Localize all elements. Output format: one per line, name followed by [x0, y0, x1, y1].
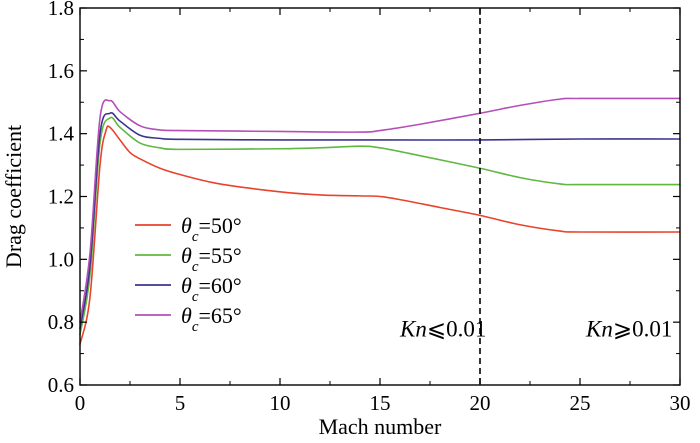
- x-tick-label: 15: [370, 391, 391, 415]
- legend-value: =55°: [198, 243, 241, 268]
- series-line-1: [79, 125, 681, 345]
- legend-subscript: c: [192, 319, 199, 335]
- y-tick-label: 1.4: [48, 122, 75, 146]
- legend-value: =60°: [198, 273, 241, 298]
- y-tick-label: 1.8: [48, 0, 74, 20]
- legend-value: =50°: [198, 213, 241, 238]
- annotation-kn-right: Kn⩾0.01: [585, 316, 672, 341]
- ticks-layer: 0 5 10 15 20 25 30 0.6 0.8 1.0 1.2 1.4 1.6 1.8: [48, 0, 691, 415]
- legend-theta: θ: [181, 303, 192, 328]
- legend-value: =65°: [198, 303, 241, 328]
- x-tick-label: 5: [175, 391, 186, 415]
- x-tick-label: 0: [75, 391, 86, 415]
- legend-subscript: c: [192, 289, 199, 305]
- legend-theta: θ: [181, 273, 192, 298]
- legend-label-1: θc=50°: [181, 213, 242, 245]
- legend: θc=50°θc=55°θc=60°θc=65°: [135, 213, 242, 335]
- series-line-4: [79, 97, 681, 323]
- legend-label-3: θc=60°: [181, 273, 242, 305]
- legend-theta: θ: [181, 243, 192, 268]
- x-tick-label: 25: [570, 391, 591, 415]
- annotation-kn-left: Kn⩽0.01: [399, 316, 486, 341]
- annotation-suffix: ⩾0.01: [613, 316, 673, 341]
- x-tick-label: 20: [470, 391, 491, 415]
- y-tick-label: 0.6: [48, 373, 74, 397]
- x-axis-label: Mach number: [319, 414, 442, 438]
- y-tick-label: 1.6: [48, 59, 74, 83]
- y-axis-label: Drag coefficient: [1, 125, 26, 268]
- legend-subscript: c: [192, 259, 199, 275]
- x-tick-label: 30: [670, 391, 691, 415]
- annotation-prefix: Kn: [585, 316, 613, 341]
- series-line-2: [79, 116, 681, 336]
- series-line-3: [79, 112, 681, 330]
- legend-theta: θ: [181, 213, 192, 238]
- legend-subscript: c: [192, 229, 199, 245]
- y-tick-label: 1.2: [48, 185, 74, 209]
- y-tick-label: 1.0: [48, 247, 74, 271]
- annotation-prefix: Kn: [399, 316, 427, 341]
- x-tick-label: 10: [270, 391, 291, 415]
- legend-label-2: θc=55°: [181, 243, 242, 275]
- annotation-suffix: ⩽0.01: [427, 316, 487, 341]
- legend-label-4: θc=65°: [181, 303, 242, 335]
- y-tick-label: 0.8: [48, 310, 74, 334]
- annotations: Kn⩽0.01 Kn⩾0.01: [399, 316, 672, 341]
- series-layer: [79, 97, 681, 345]
